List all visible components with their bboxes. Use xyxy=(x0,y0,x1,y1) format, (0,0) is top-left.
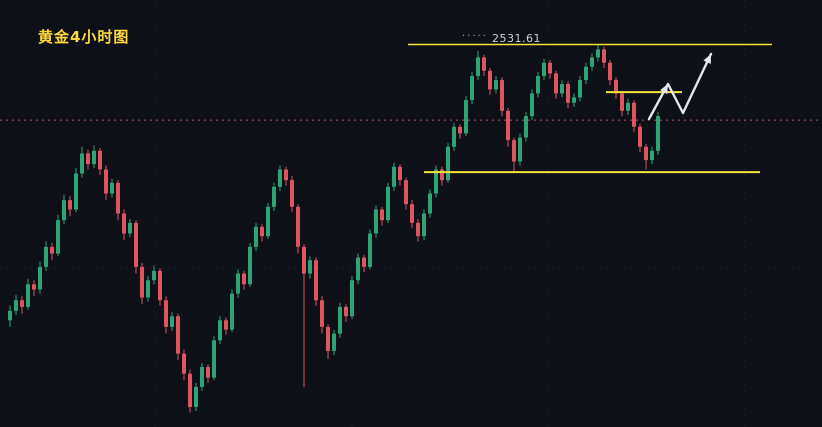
candles xyxy=(8,44,660,413)
price-label-leader-dots: ····· xyxy=(462,31,488,42)
forecast-arrows xyxy=(647,52,713,121)
resistance-price-label: 2531.61 xyxy=(492,32,541,45)
chart-title: 黄金4小时图 xyxy=(38,28,130,46)
drawn-annotations xyxy=(0,43,822,174)
